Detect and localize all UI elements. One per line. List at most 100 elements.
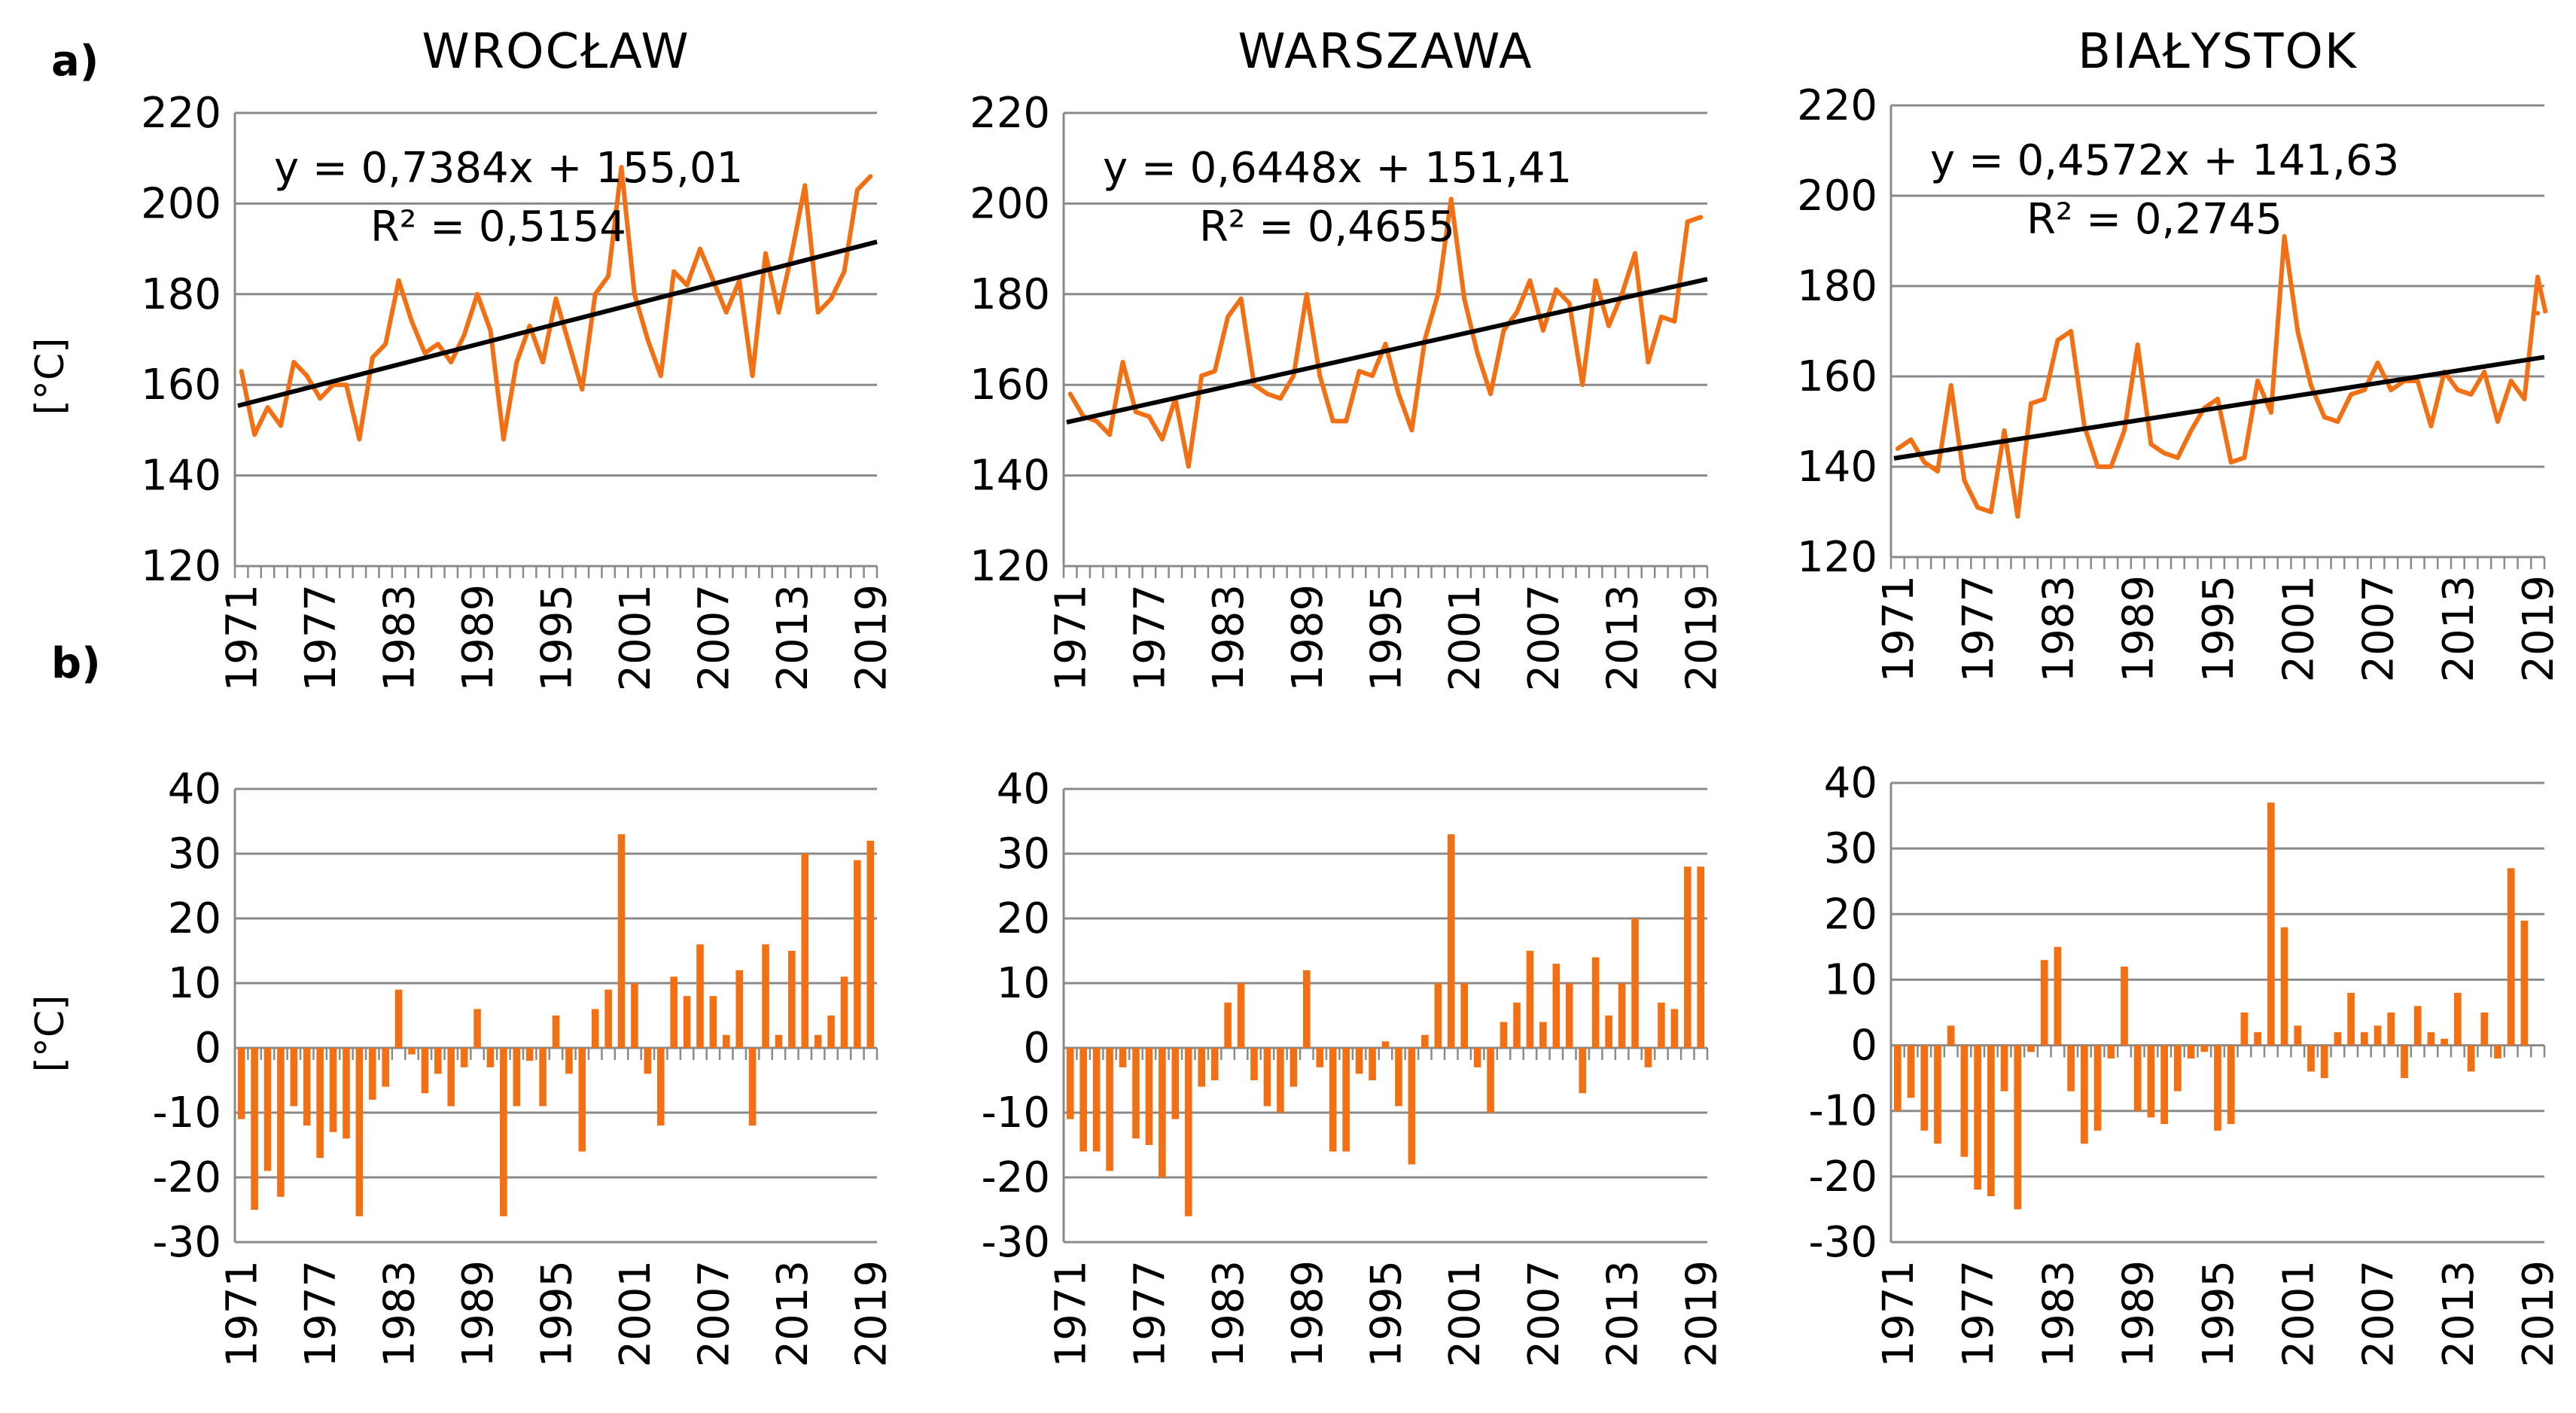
data-point <box>2268 410 2273 415</box>
y-tick-label: -30 <box>982 1218 1050 1267</box>
data-point <box>566 342 571 347</box>
x-tick-label: 2019 <box>2514 1260 2563 1368</box>
x-tick-label: 1995 <box>533 1260 582 1368</box>
x-tick-label: 2013 <box>769 584 818 692</box>
data-point <box>1514 309 1519 315</box>
data-point <box>2508 379 2514 383</box>
x-tick-label: 1971 <box>1047 1260 1096 1368</box>
x-tick-label: 2019 <box>1677 1260 1726 1368</box>
x-tick-label: 1983 <box>1204 584 1253 692</box>
bar <box>2307 1045 2315 1072</box>
x-tick-label: 2013 <box>1599 1260 1648 1368</box>
bar <box>1210 1048 1219 1080</box>
y-axis-label-a: [°C] <box>28 338 73 416</box>
bar <box>1237 983 1245 1048</box>
data-point <box>842 269 847 274</box>
chart-b-wroclaw: -30 -20 -10 0 10 20 30 40 1971 1977 1983 1989 1995 20… <box>153 765 897 1368</box>
data-point <box>2335 419 2340 424</box>
bar <box>1198 1048 1206 1087</box>
bar <box>1421 1034 1429 1048</box>
bar <box>316 1048 324 1159</box>
x-tick-label: 2013 <box>769 1260 818 1368</box>
data-point <box>1527 278 1533 283</box>
trendline <box>1893 355 2545 461</box>
bar <box>1579 1048 1587 1094</box>
y-tick-label: 220 <box>1797 81 1877 130</box>
data-point <box>829 296 834 301</box>
bar <box>513 1048 521 1107</box>
row-label-a: a) <box>51 37 99 86</box>
data-point <box>1462 296 1467 301</box>
bar <box>1277 1048 1284 1113</box>
bar <box>827 1016 835 1048</box>
bar <box>1106 1048 1113 1171</box>
bar <box>670 976 677 1048</box>
bar <box>1513 1002 1521 1048</box>
data-point <box>2122 428 2127 433</box>
data-point <box>278 423 283 428</box>
bar <box>237 1048 245 1119</box>
data-point <box>1567 300 1572 306</box>
chart-a-bialystok: BIAŁYSTOK 120 140 160 180 200 220 1971 1977 1983 1… <box>1797 24 2563 683</box>
data-point <box>1922 460 1927 464</box>
data-point <box>514 360 519 365</box>
data-point <box>1370 373 1375 379</box>
data-point <box>370 355 375 361</box>
bar <box>1618 983 1626 1048</box>
y-axis-label-b: [°C] <box>28 995 73 1073</box>
data-point <box>343 382 349 388</box>
data-point <box>1908 437 1914 442</box>
data-point <box>318 396 323 401</box>
trendline-equation: y = 0,7384x + 155,01 <box>274 144 743 193</box>
data-point <box>304 373 309 379</box>
data-point <box>1120 360 1125 365</box>
data-point <box>1133 410 1138 415</box>
data-point <box>1344 419 1349 424</box>
data-point <box>2455 388 2460 392</box>
bar <box>382 1048 389 1087</box>
x-tick-label: 1977 <box>1954 1260 2003 1368</box>
data-point <box>265 405 270 410</box>
y-tick-label: 30 <box>997 830 1050 879</box>
bar <box>2294 1025 2302 1046</box>
x-tick-label: 1977 <box>1125 1260 1174 1368</box>
data-point <box>1501 327 1506 333</box>
y-tick-label: -30 <box>1809 1218 1877 1267</box>
bar <box>1565 983 1573 1048</box>
bar <box>2000 1045 2008 1092</box>
x-tick-label: 1977 <box>297 584 346 692</box>
data-point <box>1199 373 1204 379</box>
chart-b-warszawa: -30 -20 -10 0 10 20 30 40 1971 1977 1983 1989 1995 20… <box>982 765 1727 1368</box>
x-tick-label: 1995 <box>533 584 582 692</box>
chart-title: WARSZAWA <box>1238 24 1533 80</box>
data-point <box>1159 437 1165 442</box>
bar <box>394 989 403 1048</box>
x-tick-label: 2007 <box>690 584 738 692</box>
x-tick-label: 2001 <box>1441 584 1490 692</box>
data-point <box>1304 291 1309 297</box>
bar <box>1145 1048 1153 1145</box>
data-point <box>553 296 559 301</box>
data-point <box>645 337 650 342</box>
data-point <box>1094 419 1099 424</box>
data-point <box>435 342 440 347</box>
y-tick-label: 120 <box>970 542 1050 591</box>
bar <box>421 1048 429 1094</box>
chart-a-wroclaw: WROCŁAW 120 140 160 180 200 220 1971 1977 1983 198… <box>141 24 896 692</box>
trendline-equation: y = 0,6448x + 151,41 <box>1103 144 1572 193</box>
x-tick-label: 2001 <box>1441 1260 1490 1368</box>
bar <box>447 1048 455 1107</box>
bar <box>644 1048 652 1074</box>
data-point <box>1593 278 1598 283</box>
bar <box>1974 1045 1982 1190</box>
data-point <box>1291 373 1296 379</box>
bar <box>1171 1048 1180 1119</box>
bar <box>1893 1045 1902 1111</box>
x-tick-label: 1971 <box>1047 584 1096 692</box>
bar <box>1369 1048 1376 1080</box>
bar <box>2401 1045 2408 1079</box>
bar <box>696 944 704 1048</box>
bar <box>1092 1048 1101 1152</box>
